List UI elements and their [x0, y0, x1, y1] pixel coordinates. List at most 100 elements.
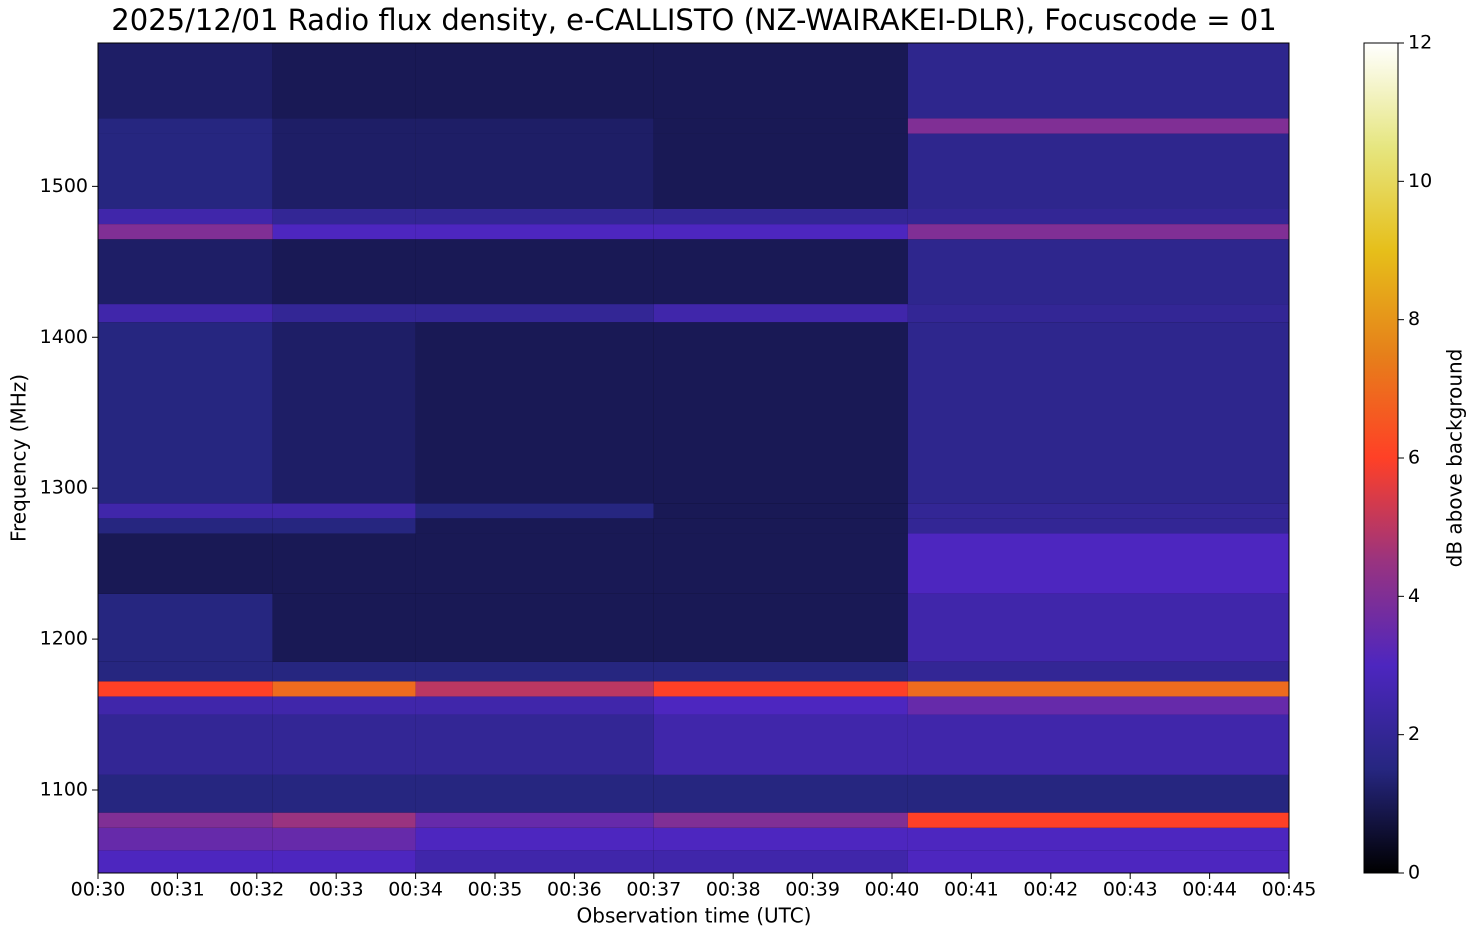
heat-cell — [653, 304, 908, 323]
heat-cell — [653, 812, 908, 828]
heat-cell — [272, 133, 416, 209]
heat-cell — [415, 118, 654, 134]
y-tick-label: 1100 — [40, 779, 88, 801]
heat-cell — [907, 661, 1289, 682]
heat-cell — [907, 503, 1289, 519]
colorbar-tick-label: 4 — [1408, 585, 1420, 607]
y-tick-label: 1500 — [40, 175, 88, 197]
y-axis-label: Frequency (MHz) — [7, 374, 31, 542]
heat-cell — [98, 593, 273, 662]
heat-cell — [653, 43, 908, 119]
x-tick-label: 00:34 — [388, 879, 443, 901]
heat-cell — [272, 533, 416, 594]
x-tick-label: 00:35 — [468, 879, 523, 901]
heat-cell — [653, 593, 908, 662]
heat-cell — [272, 593, 416, 662]
heat-cell — [653, 322, 908, 504]
heat-cell — [98, 827, 273, 851]
heat-cell — [272, 304, 416, 323]
heat-cell — [415, 133, 654, 209]
heat-cell — [98, 224, 273, 240]
heat-cell — [415, 774, 654, 813]
heat-cell — [415, 43, 654, 119]
x-tick-label: 00:32 — [229, 879, 284, 901]
colorbar-tick-label: 10 — [1408, 170, 1432, 192]
heat-cell — [272, 43, 416, 119]
y-tick-label: 1200 — [40, 628, 88, 650]
heat-cell — [98, 661, 273, 682]
y-tick-label: 1300 — [40, 477, 88, 499]
heat-cell — [272, 503, 416, 519]
heat-cell — [415, 533, 654, 594]
chart-title: 2025/12/01 Radio flux density, e-CALLIST… — [111, 3, 1276, 37]
heat-cell — [907, 133, 1289, 209]
heat-cell — [415, 322, 654, 504]
heat-cell — [415, 224, 654, 240]
x-tick-label: 00:42 — [1023, 879, 1078, 901]
heat-cell — [653, 239, 908, 305]
x-tick-label: 00:33 — [309, 879, 364, 901]
heat-cell — [415, 518, 654, 534]
heat-cell — [907, 533, 1289, 594]
y-tick-label: 1400 — [40, 326, 88, 348]
heat-cell — [653, 533, 908, 594]
colorbar-label: dB above background — [1443, 349, 1467, 568]
heat-cell — [653, 696, 908, 715]
heat-cell — [907, 239, 1289, 305]
heat-cell — [653, 850, 908, 873]
heat-cell — [98, 304, 273, 323]
heat-cell — [907, 304, 1289, 323]
x-tick-label: 00:37 — [626, 879, 681, 901]
heat-cell — [98, 239, 273, 305]
colorbar-tick-label: 8 — [1408, 308, 1420, 330]
heat-cell — [653, 503, 908, 519]
heat-cell — [907, 224, 1289, 240]
heat-cell — [98, 714, 273, 775]
x-tick-label: 00:36 — [547, 879, 602, 901]
heat-cell — [272, 118, 416, 134]
heat-cell — [653, 518, 908, 534]
heat-cell — [98, 518, 273, 534]
heat-cell — [272, 812, 416, 828]
heat-cell — [907, 681, 1289, 697]
colorbar-tick-label: 6 — [1408, 447, 1420, 469]
heat-cell — [272, 850, 416, 873]
heat-cell — [272, 661, 416, 682]
heat-cell — [653, 133, 908, 209]
heat-cell — [415, 827, 654, 851]
heat-cell — [907, 714, 1289, 775]
heat-cell — [415, 209, 654, 225]
heat-cell — [907, 850, 1289, 873]
heat-cell — [415, 850, 654, 873]
heat-cell — [653, 224, 908, 240]
heat-cell — [415, 812, 654, 828]
heat-cell — [98, 133, 273, 209]
x-axis-label: Observation time (UTC) — [577, 904, 812, 928]
x-tick-label: 00:38 — [706, 879, 761, 901]
heat-cell — [907, 518, 1289, 534]
x-tick-label: 00:39 — [785, 879, 840, 901]
heat-cell — [272, 696, 416, 715]
heat-cell — [907, 43, 1289, 119]
heat-cell — [907, 593, 1289, 662]
heat-cell — [98, 696, 273, 715]
heat-cell — [98, 118, 273, 134]
heat-cell — [653, 118, 908, 134]
heat-cell — [415, 503, 654, 519]
colorbar-tick-label: 0 — [1408, 862, 1420, 884]
heat-cell — [98, 850, 273, 873]
heat-cell — [98, 533, 273, 594]
heat-cell — [907, 774, 1289, 813]
heat-cell — [907, 696, 1289, 715]
heat-cell — [272, 224, 416, 240]
plot-frame — [97, 42, 1290, 874]
x-tick-label: 00:40 — [865, 879, 920, 901]
heat-cell — [653, 661, 908, 682]
heat-cell — [415, 696, 654, 715]
x-tick-label: 00:43 — [1103, 879, 1158, 901]
heat-cell — [98, 209, 273, 225]
heat-cell — [907, 827, 1289, 851]
heat-cell — [272, 681, 416, 697]
x-tick-label: 00:45 — [1262, 879, 1317, 901]
heat-cell — [98, 774, 273, 813]
